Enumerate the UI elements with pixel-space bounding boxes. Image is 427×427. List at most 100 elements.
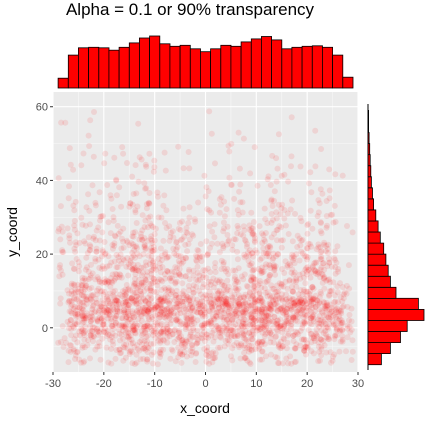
scatter-point <box>327 301 334 308</box>
scatter-point <box>125 330 132 336</box>
scatter-point <box>190 282 197 289</box>
scatter-point <box>325 241 332 248</box>
scatter-point <box>332 171 339 178</box>
scatter-point <box>298 297 305 304</box>
scatter-point <box>144 269 151 275</box>
scatter-point <box>168 277 175 284</box>
scatter-point <box>204 292 210 299</box>
scatter-point <box>259 356 265 363</box>
scatter-point <box>207 293 214 300</box>
scatter-point <box>96 304 103 311</box>
scatter-point <box>317 335 324 342</box>
scatter-point <box>131 327 138 333</box>
scatter-point <box>160 202 167 209</box>
scatter-point <box>320 275 327 281</box>
scatter-point <box>233 312 240 319</box>
scatter-point <box>250 325 257 332</box>
scatter-point <box>102 250 109 257</box>
scatter-point <box>94 291 101 298</box>
scatter-point <box>306 307 313 314</box>
scatter-point <box>203 331 210 338</box>
scatter-point <box>71 282 78 289</box>
scatter-point <box>339 284 346 290</box>
scatter-point <box>322 327 329 334</box>
scatter-point <box>155 214 162 221</box>
y-histogram-bar <box>367 275 391 288</box>
scatter-point <box>179 337 186 344</box>
scatter-point <box>142 323 149 330</box>
scatter-point <box>318 270 325 277</box>
scatter-point <box>189 345 196 352</box>
x-histogram-bar <box>189 48 201 89</box>
scatter-point <box>150 329 157 336</box>
scatter-point <box>346 323 353 330</box>
scatter-point <box>267 301 274 308</box>
scatter-point <box>249 230 256 237</box>
scatter-point <box>189 305 196 312</box>
scatter-point <box>88 328 95 335</box>
scatter-point <box>93 326 100 333</box>
scatter-point <box>76 328 83 335</box>
scatter-point <box>288 254 295 261</box>
scatter-point <box>318 230 325 237</box>
scatter-point <box>92 199 99 206</box>
scatter-point <box>326 315 333 322</box>
scatter-point <box>175 294 182 301</box>
scatter-point <box>173 304 180 311</box>
scatter-point <box>220 219 227 226</box>
scatter-point <box>127 257 134 264</box>
scatter-point <box>316 299 323 306</box>
scatter-point <box>267 265 274 271</box>
scatter-point <box>307 296 314 303</box>
scatter-point <box>103 295 110 302</box>
scatter-point <box>86 247 93 254</box>
scatter-point <box>106 279 113 286</box>
scatter-point <box>149 259 156 266</box>
scatter-point <box>315 241 322 248</box>
scatter-point <box>81 238 88 245</box>
scatter-point <box>144 356 151 363</box>
scatter-point <box>142 245 149 252</box>
scatter-point <box>103 277 110 284</box>
scatter-point <box>197 310 204 317</box>
scatter-point <box>326 292 332 299</box>
scatter-point <box>332 270 339 277</box>
scatter-point <box>209 359 216 366</box>
scatter-point <box>175 294 182 301</box>
scatter-point <box>144 319 151 326</box>
scatter-point <box>67 348 74 355</box>
scatter-point <box>243 306 250 313</box>
scatter-point <box>240 276 247 283</box>
scatter-point <box>250 292 257 299</box>
scatter-point <box>101 328 107 335</box>
scatter-point <box>193 283 200 290</box>
scatter-point <box>258 341 265 348</box>
scatter-point <box>116 274 123 281</box>
scatter-point <box>299 336 305 343</box>
scatter-point <box>304 312 311 319</box>
scatter-point <box>239 309 245 316</box>
scatter-point <box>307 274 314 281</box>
scatter-point <box>80 315 86 322</box>
scatter-point <box>190 289 197 296</box>
scatter-point <box>209 292 216 299</box>
scatter-point <box>229 327 236 334</box>
scatter-point <box>275 324 282 330</box>
scatter-point <box>169 228 176 235</box>
scatter-point <box>154 298 161 305</box>
scatter-point <box>304 230 311 237</box>
scatter-point <box>315 209 322 216</box>
scatter-point <box>308 339 315 346</box>
scatter-point <box>291 255 298 262</box>
scatter-point <box>267 301 274 308</box>
scatter-point <box>94 325 101 332</box>
scatter-point <box>255 338 262 345</box>
scatter-point <box>135 267 142 274</box>
scatter-point <box>250 331 257 338</box>
scatter-point <box>71 245 78 252</box>
scatter-point <box>231 291 238 298</box>
scatter-point <box>141 344 148 351</box>
scatter-point <box>136 347 143 354</box>
scatter-point <box>234 302 241 309</box>
scatter-point <box>221 265 228 272</box>
